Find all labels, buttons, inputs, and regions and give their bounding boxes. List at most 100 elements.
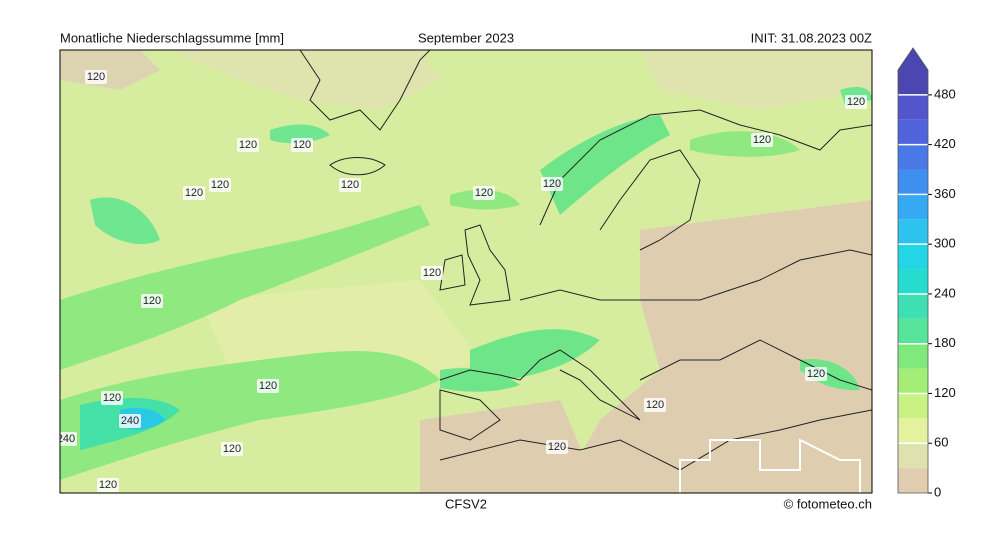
colorbar-level xyxy=(898,343,928,369)
wet-core xyxy=(440,368,520,392)
colorbar-level xyxy=(898,368,928,394)
colorbar-level xyxy=(898,219,928,245)
colorbar-level xyxy=(898,443,928,469)
contour-label-bg xyxy=(291,138,313,152)
map: 120 120 120 120 120 120 120 120 120 120 120 120 120 1… xyxy=(57,50,872,493)
wet-band xyxy=(60,205,430,370)
colorbar-level xyxy=(898,94,928,120)
contour-label-bg xyxy=(421,266,443,280)
coastline xyxy=(329,157,386,176)
wet-core xyxy=(90,197,160,245)
contour-label-bg xyxy=(845,95,867,109)
dry-area xyxy=(560,200,872,493)
colorbar-frame xyxy=(897,47,929,494)
colorbar-level xyxy=(898,169,928,195)
colorbar-level xyxy=(898,293,928,319)
coastline xyxy=(599,149,701,251)
wet-band xyxy=(60,351,440,480)
period: September 2023 xyxy=(418,30,514,45)
title: Monatliche Niederschlagssumme [mm] xyxy=(60,30,284,45)
colorbar-tick-label: 0 xyxy=(934,484,941,499)
contour-label: 120 xyxy=(847,96,865,108)
init-time: INIT: 31.08.2023 00Z xyxy=(751,30,872,45)
wet-core xyxy=(540,115,670,215)
contour-label: 120 xyxy=(475,187,493,199)
contour-label-bg xyxy=(257,379,279,393)
colorbar-level xyxy=(898,194,928,220)
contour-label-bg xyxy=(339,178,361,192)
dry-area xyxy=(170,50,440,110)
colorbar-tick-label: 240 xyxy=(934,285,956,300)
contour-label-bg xyxy=(141,294,163,308)
colorbar-tick-label: 300 xyxy=(934,236,956,251)
coastline xyxy=(299,50,431,131)
contour-label: 120 xyxy=(807,368,825,380)
colorbar-level xyxy=(898,393,928,419)
model-name: CFSV2 xyxy=(445,496,487,511)
contour-label-bg xyxy=(85,70,107,84)
contour-label-bg xyxy=(546,440,568,454)
contour-label: 120 xyxy=(185,187,203,199)
colorbar-level xyxy=(898,269,928,294)
coastline xyxy=(439,349,641,421)
contour-label-bg xyxy=(221,442,243,456)
colorbar-tick-label: 120 xyxy=(934,385,956,400)
map-frame xyxy=(59,49,873,494)
wet-core xyxy=(270,124,330,144)
contour-label-bg xyxy=(751,133,773,147)
contour-label: 120 xyxy=(99,479,117,491)
coastline xyxy=(439,254,466,291)
credit: © fotometeo.ch xyxy=(784,496,872,511)
contour-label: 120 xyxy=(543,178,561,190)
contour-label-bg xyxy=(644,398,666,412)
contour-label: 120 xyxy=(423,267,441,279)
wet-core xyxy=(470,329,600,385)
contour-label: 120 xyxy=(646,399,664,411)
coastline xyxy=(439,389,501,441)
contour-label: 240 xyxy=(57,433,75,445)
contour-label: 120 xyxy=(239,139,257,151)
contour-label: 120 xyxy=(548,441,566,453)
contour-label-bg xyxy=(60,432,77,446)
colorbar-tick-label: 480 xyxy=(934,86,956,101)
dry-area xyxy=(640,50,872,110)
contour-label-bg xyxy=(473,186,495,200)
colorbar-tick-label: 420 xyxy=(934,136,956,151)
colorbar-level xyxy=(898,418,928,444)
colorbar: 0 60 120 180 240 300 360 420 480 xyxy=(897,47,956,499)
coastline xyxy=(639,339,872,391)
contour-labels: 120 120 120 120 120 120 120 120 120 120 120 120 120 1… xyxy=(57,70,867,492)
colorbar-level xyxy=(898,119,928,145)
contour-label: 240 xyxy=(121,415,139,427)
colorbar-level xyxy=(898,244,928,270)
colorbar-level xyxy=(898,318,928,344)
contour-label: 120 xyxy=(753,134,771,146)
colorbar-level xyxy=(898,70,928,95)
coastline xyxy=(464,224,511,306)
contour-label: 120 xyxy=(293,139,311,151)
contour-label: 120 xyxy=(223,443,241,455)
contour-label: 120 xyxy=(211,179,229,191)
contour-label-bg xyxy=(119,414,141,428)
contour-line xyxy=(679,438,861,493)
contour-label: 120 xyxy=(341,179,359,191)
colorbar-extension xyxy=(898,48,928,70)
contour-label-bg xyxy=(237,138,259,152)
colorbar-level xyxy=(898,468,928,493)
coastline xyxy=(519,249,872,301)
contour-label: 120 xyxy=(259,380,277,392)
contour-label-bg xyxy=(183,186,205,200)
dry-area xyxy=(420,400,600,493)
colorbar-tick-label: 180 xyxy=(934,335,956,350)
contour-label: 120 xyxy=(143,295,161,307)
coastline xyxy=(539,109,872,226)
contour-label-bg xyxy=(541,177,563,191)
contour-label-bg xyxy=(805,367,827,381)
colorbar-level xyxy=(898,144,928,170)
contour-label: 120 xyxy=(103,392,121,404)
contour-label-bg xyxy=(101,391,123,405)
contour-label-bg xyxy=(97,478,119,492)
contour-label-bg xyxy=(209,178,231,192)
